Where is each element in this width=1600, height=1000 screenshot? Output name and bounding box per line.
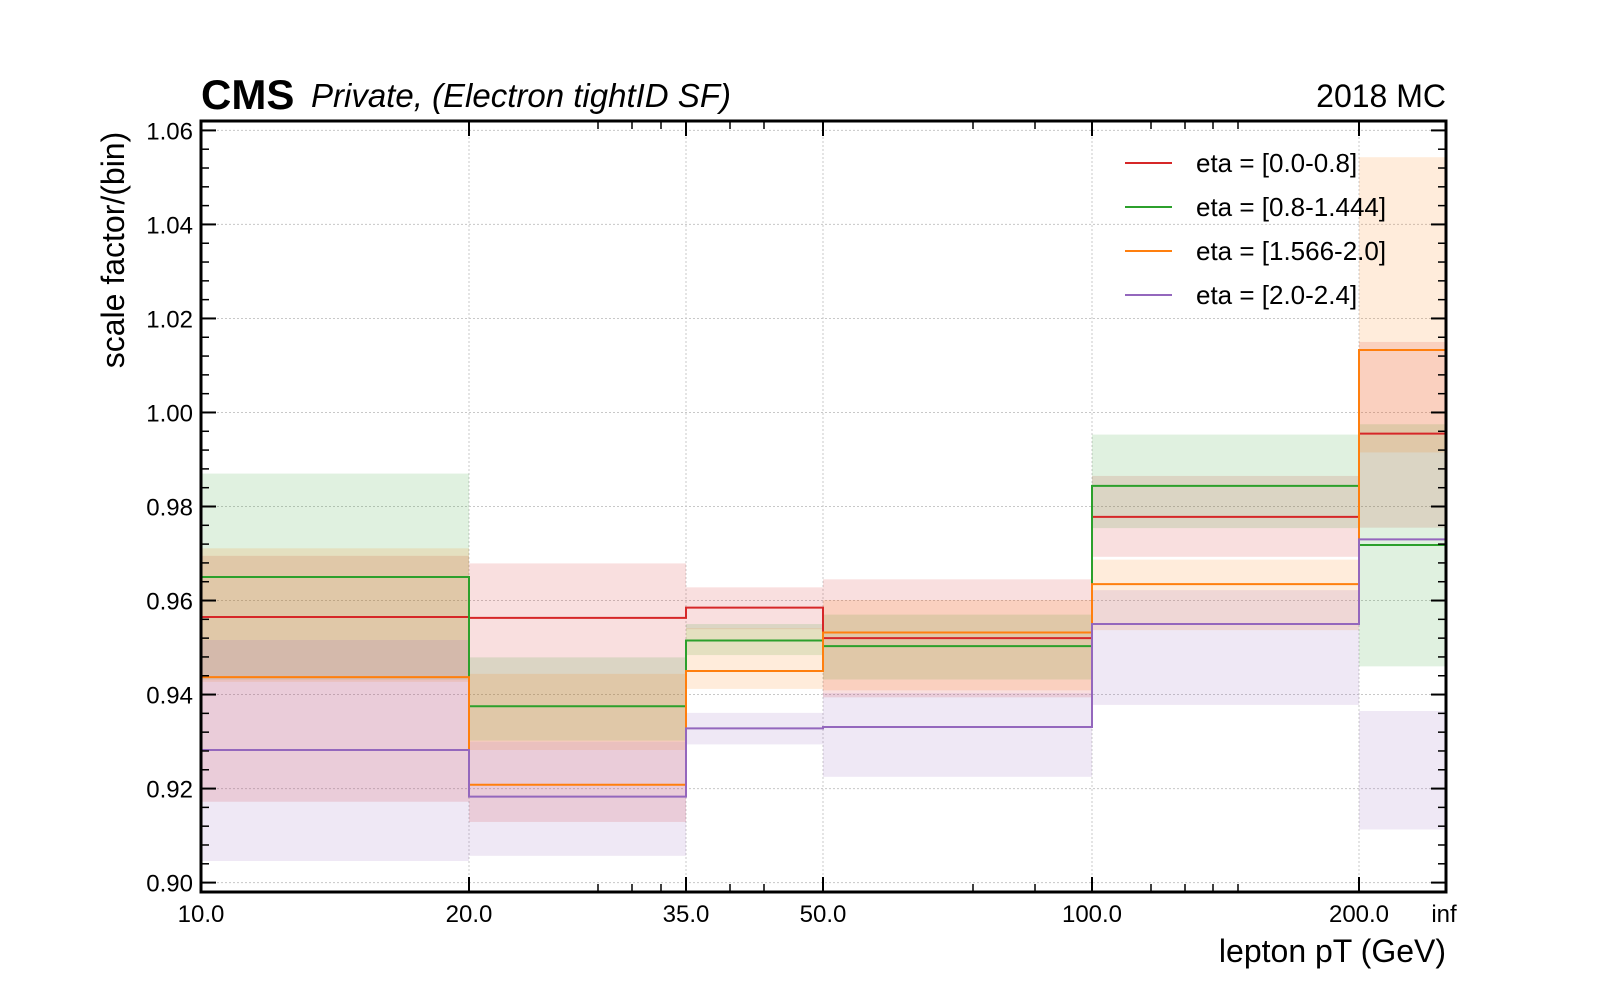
x-tick-label: 35.0 [663, 901, 710, 928]
band-3-bin-1 [201, 548, 469, 682]
dataset-label: 2018 MC [1316, 78, 1446, 114]
x-tick-label: 50.0 [800, 901, 847, 928]
grid-lines [201, 121, 1446, 892]
x-tick-label: 200.0 [1329, 901, 1389, 928]
y-tick-label: 0.90 [146, 871, 193, 898]
y-axis-label: scale factor/(bin) [95, 132, 131, 369]
y-tick-label: 1.04 [146, 212, 193, 239]
tick-labels: 10.0 20.0 35.0 50.0 100.0 200.0 inf 0.90 0.92 0.9… [146, 118, 1457, 928]
legend: eta = [0.0-0.8] eta = [0.8-1.444] eta = [1… [1125, 148, 1386, 310]
band-1-bin-1 [201, 555, 469, 802]
y-tick-label: 0.94 [146, 683, 193, 710]
y-tick-label: 0.98 [146, 495, 193, 522]
cms-label: CMS [201, 71, 294, 118]
plot-subtitle: Private, (Electron tightID SF) [311, 77, 731, 114]
legend-label: eta = [0.8-1.444] [1196, 192, 1386, 222]
y-tick-label: 1.02 [146, 306, 193, 333]
band-2-bin-5 [1092, 434, 1359, 529]
band-2-bin-2 [469, 657, 686, 741]
legend-label: eta = [0.0-0.8] [1196, 148, 1357, 178]
band-4-bin-5 [1092, 590, 1359, 705]
x-tick-label: inf [1431, 901, 1457, 928]
band-4-bin-4 [823, 693, 1092, 777]
series-line-4 [201, 538, 1446, 798]
band-1-bin-2 [469, 563, 686, 822]
x-tick-label: 20.0 [446, 901, 493, 928]
x-axis-label: lepton pT (GeV) [1219, 933, 1446, 969]
legend-label: eta = [2.0-2.4] [1196, 280, 1357, 310]
plot-frame [199, 119, 1448, 894]
band-4-bin-6 [1359, 711, 1446, 830]
y-tick-label: 0.96 [146, 589, 193, 616]
x-tick-label: 10.0 [178, 901, 225, 928]
band-3-bin-2 [469, 673, 686, 751]
x-tick-label: 100.0 [1062, 901, 1122, 928]
y-tick-label: 1.00 [146, 400, 193, 427]
y-tick-label: 1.06 [146, 118, 193, 145]
uncertainty-bands [201, 157, 1446, 861]
legend-label: eta = [1.566-2.0] [1196, 236, 1386, 266]
band-4-bin-2 [469, 741, 686, 856]
y-tick-label: 0.92 [146, 777, 193, 804]
series-lines [201, 348, 1446, 798]
band-3-bin-5 [1092, 559, 1359, 631]
band-3-bin-6 [1359, 157, 1446, 453]
band-3-bin-3 [686, 628, 823, 689]
band-1-bin-6 [1359, 341, 1446, 528]
